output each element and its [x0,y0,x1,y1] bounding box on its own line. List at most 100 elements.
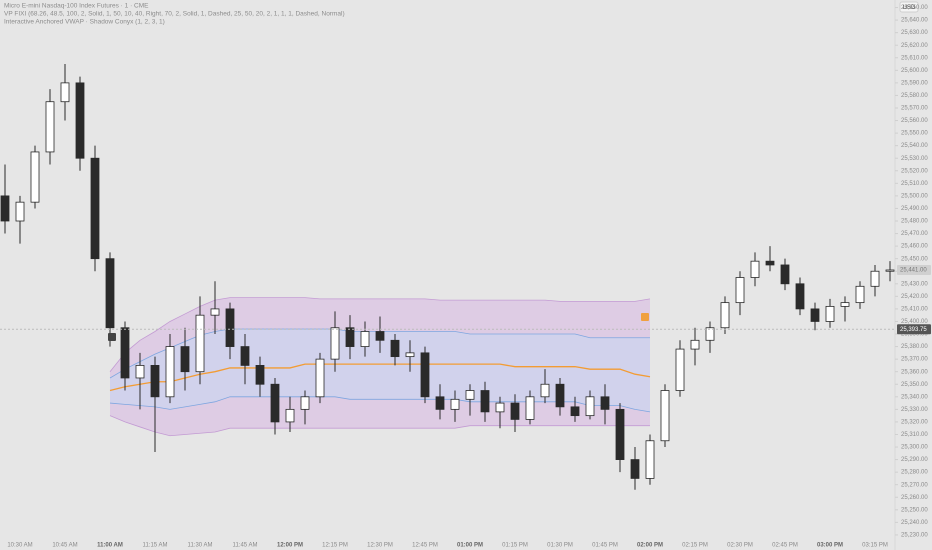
candle-body [75,82,85,159]
x-tick-label: 01:15 PM [502,543,528,549]
x-tick-label: 12:45 PM [412,543,438,549]
candle-body [405,352,415,358]
price-tag [897,264,931,275]
x-tick-label: 01:45 PM [592,543,618,549]
y-tick-label: 25,320.00 [901,419,928,425]
candle-body [60,82,70,103]
x-tick-label: 03:00 PM [817,543,843,549]
candle-body [300,396,310,410]
candle-body [870,270,880,287]
y-tick-label: 25,450.00 [901,256,928,262]
y-tick-label: 25,430.00 [901,281,928,287]
currency-button[interactable] [899,1,919,13]
candle-body [345,327,355,347]
y-tick-label: 25,580.00 [901,93,928,99]
candle-body [510,402,520,420]
candle-body [855,285,865,304]
y-tick-label: 25,250.00 [901,507,928,513]
candle-body [795,283,805,310]
candle-body [585,396,595,417]
x-tick-label: 12:00 PM [277,543,303,549]
candle-body [450,398,460,410]
y-tick-label: 25,490.00 [901,206,928,212]
x-tick-label: 03:15 PM [862,543,888,549]
candle-body [30,151,40,203]
candle-body [330,327,340,360]
y-tick-label: 25,460.00 [901,244,928,250]
candle-body [570,406,580,417]
candle-body [270,383,280,423]
candle-body [540,383,550,398]
candle-body [285,408,295,423]
x-tick-label: 11:00 AM [97,543,123,549]
y-tick-label: 25,650.00 [901,5,928,11]
candle-body [735,277,745,304]
x-tick-label: 02:45 PM [772,543,798,549]
candle-body [360,331,370,347]
x-tick-label: 10:30 AM [7,543,32,549]
candle-body [240,346,250,366]
x-tick-label: 02:30 PM [727,543,753,549]
candle-body [630,459,640,479]
band-line [109,415,650,437]
candle-body [720,302,730,329]
candle-body [705,327,715,341]
candle-body [810,308,820,322]
x-tick-label: 12:30 PM [367,543,393,549]
candle-body [390,339,400,358]
candle-body [690,339,700,350]
y-tick-label: 25,230.00 [901,533,928,539]
y-tick-label: 25,280.00 [901,470,928,476]
currency-label[interactable]: USD [903,5,916,11]
candle-body [465,390,475,400]
plot-area [0,64,895,490]
y-tick-label: 25,510.00 [901,181,928,187]
candle-body [90,157,100,260]
y-tick-label: 25,310.00 [901,432,928,438]
y-tick-label: 25,330.00 [901,407,928,413]
candle-body [600,396,610,410]
symbol-title: Micro E-mini Nasdaq-100 Index Futures · … [4,3,149,10]
indicator-label: VP FIXI (68.26, 48.5, 100, 2, Solid, 1, … [4,11,345,18]
x-tick-label: 11:30 AM [188,543,213,549]
y-tick-label: 25,480.00 [901,219,928,225]
y-tick-label: 25,390.00 [901,332,928,338]
candle-body [255,365,265,385]
candle-body [825,305,835,322]
candle-body [645,440,655,479]
y-tick-label: 25,240.00 [901,520,928,526]
candle-body [780,264,790,285]
y-tick-label: 25,550.00 [901,131,928,137]
y-tick-label: 25,350.00 [901,382,928,388]
y-tick-label: 25,560.00 [901,118,928,124]
price-tag-label: 25,393.75 [900,327,927,333]
x-tick-label: 12:15 PM [322,543,348,549]
y-tick-label: 25,590.00 [901,80,928,86]
price-tag [897,324,931,335]
y-tick-label: 25,340.00 [901,394,928,400]
y-tick-label: 25,610.00 [901,55,928,61]
y-tick-label: 25,410.00 [901,306,928,312]
y-tick-label: 25,620.00 [901,43,928,49]
candle-body [750,260,760,278]
y-tick-label: 25,540.00 [901,143,928,149]
x-tick-label: 11:45 AM [233,543,258,549]
candle-body [165,346,175,398]
candle-body [885,269,895,272]
candle-body [135,365,145,379]
y-tick-label: 25,360.00 [901,369,928,375]
y-tick-label: 25,380.00 [901,344,928,350]
candle-body [765,260,775,266]
candle-body [195,314,205,373]
candle-body [660,390,670,442]
y-tick-label: 25,630.00 [901,30,928,36]
y-tick-label: 25,300.00 [901,445,928,451]
x-tick-label: 01:30 PM [547,543,573,549]
candle-body [210,308,220,316]
y-tick-label: 25,420.00 [901,294,928,300]
candle-body [105,258,115,329]
candle-body [675,348,685,391]
anchor-icon [108,313,649,341]
